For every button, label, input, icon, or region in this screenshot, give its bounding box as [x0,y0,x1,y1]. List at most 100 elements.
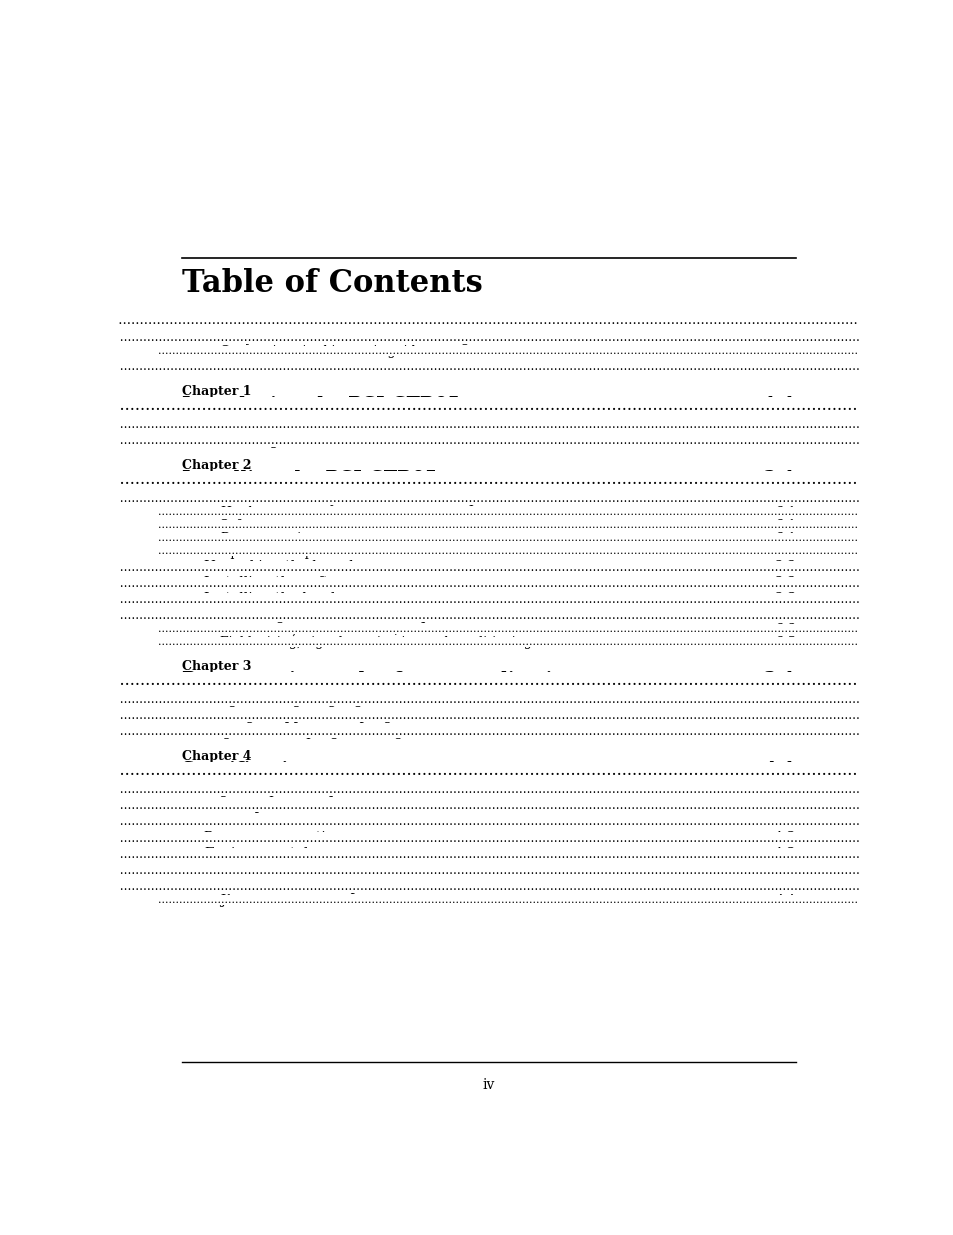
Text: ................................................................................: ........................................… [112,799,886,813]
Text: 1-1: 1-1 [762,396,795,414]
Text: Chapter 4: Chapter 4 [182,751,252,763]
Text: Hardware: Hardware [220,506,284,519]
Text: Chapter 2: Chapter 2 [182,459,252,472]
Text: v: v [788,346,795,358]
Text: 2-5: 2-5 [775,636,795,650]
Text: ................................................................................: ........................................… [112,831,886,845]
Text: v: v [787,331,795,345]
Text: ................................................................................: ........................................… [158,894,857,905]
Text: 2-1: 2-1 [762,471,795,488]
Text: Interrupt: Interrupt [204,799,269,813]
Text: Installing the software: Installing the software [204,577,364,590]
Text: Optional components: Optional components [220,546,355,558]
Text: Register-level programming: Register-level programming [204,725,403,739]
Text: ................................................................................: ........................................… [112,419,886,431]
Text: ................................................................................: ........................................… [112,783,886,797]
Text: v: v [786,314,795,327]
Text: Software: Software [220,520,277,532]
Text: ................................................................................: ........................................… [112,492,886,505]
Text: ................................................................................: ........................................… [0,396,953,414]
Text: ................................................................................: ........................................… [158,624,857,634]
Text: Documentation: Documentation [220,532,316,546]
Text: ................................................................................: ........................................… [158,346,857,356]
Text: Introducing the PCI-CTR05: Introducing the PCI-CTR05 [182,396,459,414]
Text: 2-1: 2-1 [773,492,795,505]
Text: Unpacking the board: Unpacking the board [204,561,354,574]
Text: 2-1: 2-1 [775,520,795,532]
Text: ................................................................................: ........................................… [112,709,886,722]
Text: Installing the PCI-CTR05: Installing the PCI-CTR05 [182,471,436,488]
Text: 4-3: 4-3 [773,831,795,845]
Text: ................................................................................: ........................................… [112,864,886,877]
Text: What comes with your PCI-CTR05 shipment?: What comes with your PCI-CTR05 shipment? [204,492,521,505]
Text: Block diagram: Block diagram [204,433,307,448]
Text: Software features: Software features [204,417,331,432]
Text: ................................................................................: ........................................… [158,532,857,542]
Text: ................................................................................: ........................................… [0,672,953,689]
Text: 4-3: 4-3 [773,847,795,861]
Text: ................................................................................: ........................................… [112,561,886,573]
Text: ................................................................................: ........................................… [112,609,886,622]
Text: 2-1: 2-1 [775,506,795,519]
Text: ................................................................................: ........................................… [0,762,953,778]
Text: 2-2: 2-2 [775,546,795,558]
Text: ................................................................................: ........................................… [112,593,886,606]
Text: 2-3: 2-3 [773,593,795,606]
Text: 4-1: 4-1 [773,799,795,813]
Text: 3-1: 3-1 [773,709,795,722]
Text: 2-3: 2-3 [773,609,795,622]
Text: ................................................................................: ........................................… [158,637,857,647]
Text: 1-1: 1-1 [773,417,795,432]
Text: ................................................................................: ........................................… [158,506,857,516]
Text: Installing the hardware: Installing the hardware [204,593,371,606]
Text: 3-1: 3-1 [762,671,795,689]
Text: Programming and software applications: Programming and software applications [182,671,587,689]
Text: 4-1: 4-1 [773,783,795,797]
Text: ................................................................................: ........................................… [112,725,886,739]
Text: ................................................................................: ........................................… [112,361,886,373]
Text: Field wiring, signal termination and conditioning: Field wiring, signal termination and con… [220,636,532,650]
Text: ................................................................................: ........................................… [158,546,857,556]
Text: 4-1: 4-1 [762,761,795,779]
Text: About this User's Guide: About this User's Guide [182,314,376,327]
Text: 4-3: 4-3 [773,879,795,894]
Text: ................................................................................: ........................................… [158,520,857,530]
Text: ................................................................................: ........................................… [112,577,886,589]
Text: 2-2: 2-2 [773,561,795,574]
Text: Programming languages: Programming languages [204,693,378,706]
Text: Chapter 1: Chapter 1 [182,385,252,399]
Text: iv: iv [482,1078,495,1093]
Text: ................................................................................: ........................................… [112,693,886,706]
Text: Connectors, cables – main I/O connector: Connectors, cables – main I/O connector [220,624,476,636]
Text: ................................................................................: ........................................… [112,881,886,893]
Text: Mechanical: Mechanical [204,863,286,878]
Text: Digital input / output: Digital input / output [204,783,353,797]
Text: 2-3: 2-3 [775,624,795,636]
Text: Table of Contents: Table of Contents [182,268,482,299]
Text: Counter: Counter [204,815,262,829]
Text: 1-2: 1-2 [773,433,795,448]
Text: 4-4: 4-4 [775,894,795,908]
Text: ................................................................................: ........................................… [0,471,953,488]
Text: Connecting the board for I/O operations: Connecting the board for I/O operations [204,609,488,622]
Text: Packaged application programs: Packaged application programs [204,709,428,722]
Text: Conventions in this user's guide: Conventions in this user's guide [220,346,423,358]
Text: Chapter 3: Chapter 3 [182,661,252,673]
Text: ................................................................................: ........................................… [64,314,913,327]
Text: J1: J1 [220,894,233,908]
Text: Main connector and pin out: Main connector and pin out [204,879,400,894]
Text: ................................................................................: ........................................… [112,847,886,861]
Text: ................................................................................: ........................................… [112,435,886,447]
Text: What you will learn from this user's guide: What you will learn from this user's gui… [204,331,500,345]
Text: Where to find more information: Where to find more information [204,359,429,374]
Text: 4-2: 4-2 [773,815,795,829]
Text: 3-1: 3-1 [773,693,795,706]
Text: Environmental: Environmental [204,847,309,861]
Text: ................................................................................: ........................................… [112,815,886,829]
Text: ................................................................................: ........................................… [112,331,886,345]
Text: 2-2: 2-2 [773,577,795,590]
Text: Specifications: Specifications [182,761,324,779]
Text: 3-1: 3-1 [773,725,795,739]
Text: vi: vi [782,359,795,374]
Text: 2-1: 2-1 [775,532,795,546]
